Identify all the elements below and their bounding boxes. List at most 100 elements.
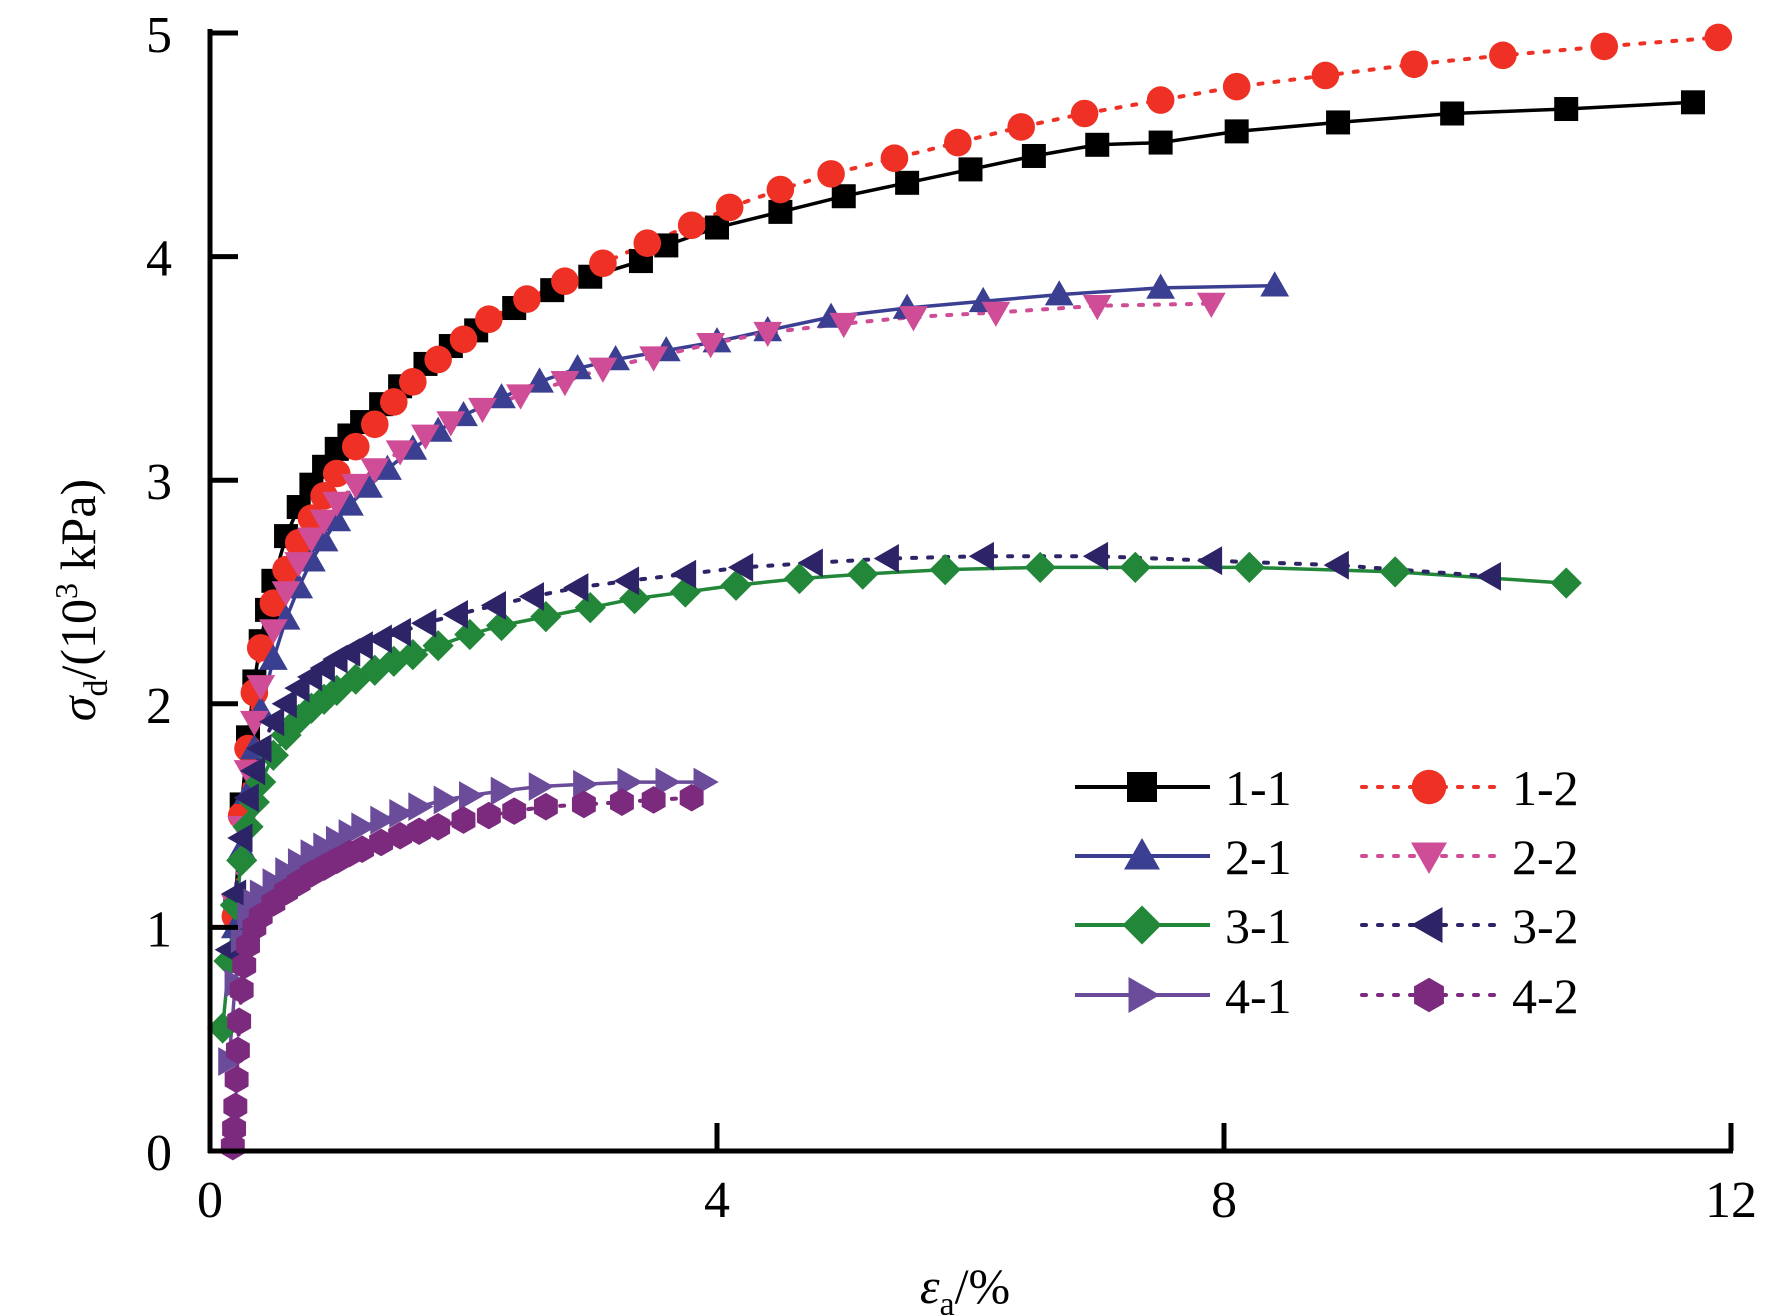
data-point-2-1: [309, 526, 339, 552]
data-point-2-2: [588, 357, 618, 383]
data-point-3-1: [397, 639, 429, 671]
legend-swatch-marker: [1122, 905, 1162, 945]
data-point-1-1: [1680, 90, 1705, 115]
legend-label: 2-2: [1512, 829, 1579, 885]
plot-series-layer: [220, 35, 1721, 1149]
data-point-3-2: [239, 756, 266, 786]
legend-item-3-2: 3-2: [1360, 898, 1579, 954]
data-point-3-1: [1233, 551, 1265, 584]
data-point-1-2: [475, 305, 503, 334]
data-point-3-1: [454, 618, 486, 651]
data-point-4-2: [369, 828, 394, 857]
data-point-4-2: [407, 817, 432, 846]
data-point-2-2: [981, 301, 1011, 327]
data-point-1-2: [1311, 61, 1340, 90]
data-point-3-2: [968, 541, 994, 571]
data-point-4-1: [408, 792, 434, 822]
data-point-1-2: [513, 285, 541, 313]
data-point-2-2: [309, 509, 339, 535]
data-point-1-2: [1400, 50, 1428, 79]
data-point-2-1: [1044, 280, 1074, 306]
data-point-4-1: [459, 781, 485, 810]
data-point-3-2: [670, 559, 697, 589]
legend-swatch-marker: [1411, 842, 1447, 874]
data-point-3-1: [530, 600, 562, 633]
legend-label: 2-1: [1225, 829, 1292, 885]
data-point-4-1: [262, 868, 288, 898]
y-tick-label: 4: [146, 231, 172, 288]
data-point-2-2: [639, 346, 669, 372]
data-point-4-1: [490, 776, 516, 806]
data-point-2-2: [1196, 292, 1226, 318]
data-point-2-2: [322, 491, 352, 517]
data-point-2-2: [246, 675, 276, 701]
data-point-1-2: [677, 211, 706, 240]
legend-swatch-marker: [1127, 772, 1157, 802]
data-point-3-1: [207, 1012, 239, 1044]
data-point-1-1: [1224, 119, 1249, 144]
data-point-4-2: [571, 790, 596, 819]
data-point-4-2: [476, 801, 501, 830]
data-point-4-1: [218, 1047, 244, 1076]
axes: [207, 29, 1733, 1154]
data-point-3-2: [442, 599, 468, 629]
legend: 1-1 1-2 2-1 2-2 3-1 3-2 4-1 4-2: [1075, 760, 1579, 1024]
data-point-1-2: [817, 160, 845, 188]
legend-item-2-1: 2-1: [1075, 829, 1292, 885]
y-axis-prefix: /(10: [50, 599, 106, 680]
data-point-4-1: [287, 848, 314, 877]
data-point-3-2: [411, 608, 437, 638]
data-point-3-2: [220, 879, 247, 909]
data-point-4-1: [617, 767, 643, 797]
data-point-4-1: [351, 812, 377, 842]
data-point-3-2: [284, 673, 310, 703]
data-point-4-2: [679, 783, 704, 812]
data-point-2-2: [468, 397, 497, 424]
data-point-1-2: [551, 267, 579, 295]
data-point-1-2: [322, 459, 351, 488]
data-point-4-1: [313, 832, 339, 862]
data-point-2-1: [258, 644, 288, 670]
data-point-1-2: [1222, 72, 1251, 101]
data-point-3-2: [1475, 561, 1501, 591]
x-axis-subscript: a: [940, 1286, 955, 1315]
data-point-4-2: [225, 1036, 250, 1065]
data-point-4-1: [655, 767, 681, 797]
data-point-1-2: [399, 368, 427, 396]
y-axis-superscript: 3: [48, 583, 84, 599]
y-tick-label: 2: [146, 678, 172, 735]
data-point-1-1: [1554, 97, 1579, 122]
legend-label: 1-1: [1225, 760, 1292, 816]
legend-label: 4-1: [1225, 968, 1292, 1024]
data-point-4-2: [451, 806, 476, 834]
data-point-4-2: [224, 1065, 249, 1094]
data-point-3-2: [1082, 541, 1109, 571]
data-point-4-1: [389, 798, 415, 828]
data-point-3-2: [613, 566, 640, 596]
data-point-3-1: [1550, 567, 1582, 599]
data-point-1-1: [1148, 130, 1173, 155]
data-point-1-1: [1021, 143, 1046, 168]
data-point-2-2: [550, 371, 580, 397]
data-point-3-1: [422, 630, 454, 662]
data-point-1-1: [1085, 132, 1110, 157]
legend-swatch-marker: [1128, 977, 1160, 1013]
data-point-4-1: [528, 772, 554, 801]
data-point-2-2: [385, 440, 415, 466]
data-point-1-1: [831, 184, 856, 209]
data-point-4-2: [350, 835, 375, 863]
data-point-4-2: [223, 1092, 248, 1121]
x-tick-label: 0: [197, 1172, 223, 1229]
data-point-3-1: [485, 609, 518, 642]
data-point-1-2: [766, 175, 795, 204]
data-point-4-2: [502, 797, 527, 825]
data-point-4-2: [222, 1114, 247, 1143]
data-point-2-1: [335, 490, 364, 516]
data-point-2-2: [696, 333, 726, 359]
data-point-1-2: [449, 325, 478, 354]
legend-swatch-marker: [1411, 907, 1443, 943]
data-point-3-1: [359, 654, 391, 686]
data-point-4-1: [249, 879, 276, 909]
data-point-1-2: [1489, 41, 1517, 70]
